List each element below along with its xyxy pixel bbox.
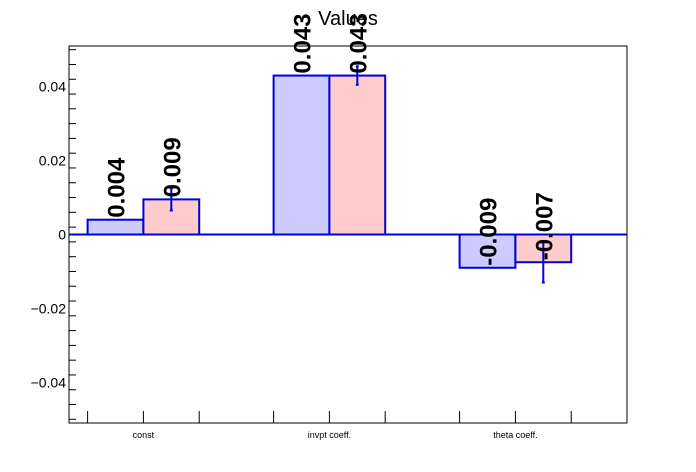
bar-value-label: 0.004	[104, 157, 131, 218]
bar	[86, 218, 145, 236]
x-axis: const invpt coeff. theta coeff.	[87, 411, 572, 440]
bar-value-label: 0.043	[290, 14, 317, 74]
bar-value-label: 0.043	[345, 14, 372, 74]
y-tick-label: −0.02	[31, 300, 67, 316]
x-category-label: const	[133, 430, 155, 440]
y-tick-label: −0.04	[31, 374, 67, 390]
chart-title: Values	[318, 8, 378, 30]
bar-value-label: -0.009	[476, 198, 503, 266]
y-tick-label: 0	[58, 227, 66, 243]
bar	[272, 74, 331, 236]
bar-value-label: -0.007	[531, 192, 558, 260]
error-bars-layer	[169, 65, 545, 284]
x-category-label: invpt coeff.	[308, 430, 351, 440]
y-tick-label: 0.04	[39, 79, 66, 95]
x-category-label: theta coeff.	[493, 430, 537, 440]
plot-frame	[68, 45, 628, 424]
bar-value-label: 0.009	[159, 137, 186, 197]
y-tick-label: 0.02	[39, 153, 66, 169]
bars-layer	[86, 74, 573, 269]
y-axis: −0.04 −0.02 0 0.02 0.04	[31, 49, 76, 420]
value-labels-layer: 0.004 0.043 -0.009 0.009 0.043 -0.007	[104, 14, 559, 266]
bar	[328, 74, 387, 236]
